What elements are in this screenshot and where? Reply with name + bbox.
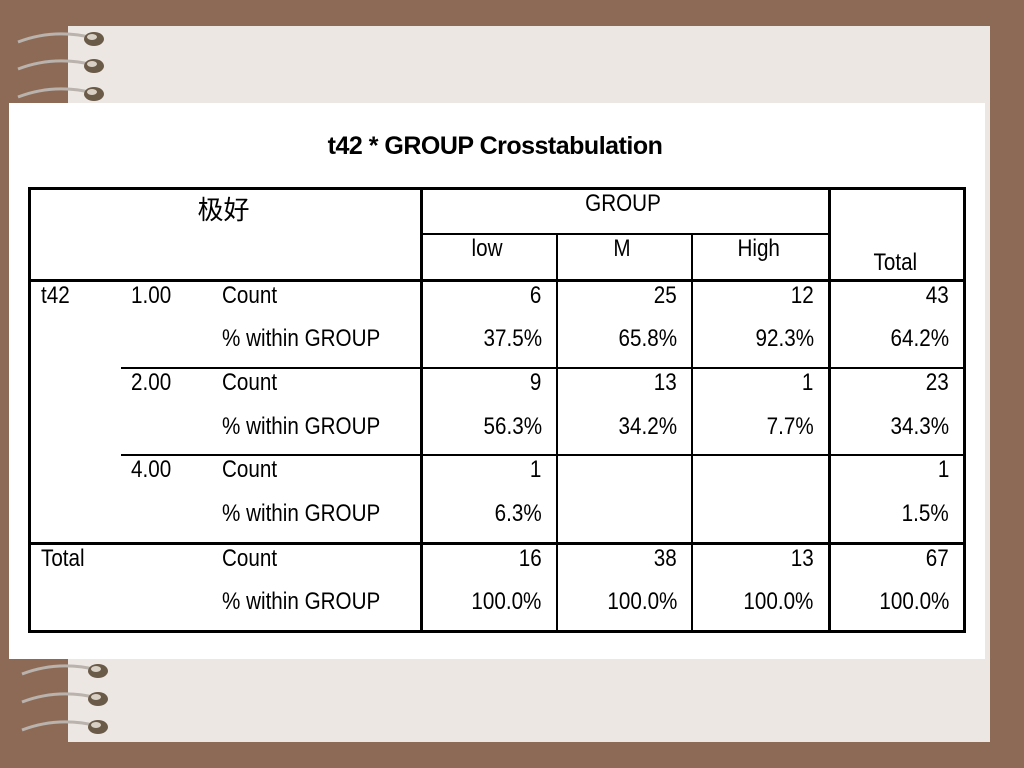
table-row: % within GROUP 37.5% 65.8% 92.3% 64.2% (29, 325, 965, 369)
crosstab-table: 极好 GROUP Total low M High t42 1.00 Count… (28, 187, 966, 633)
table-cell: 12 (691, 280, 830, 326)
table-cell (555, 499, 693, 544)
table-cell: 38 (555, 541, 693, 589)
column-header-m: M (555, 234, 693, 282)
table-cell (555, 455, 693, 500)
stat-label: % within GROUP (222, 499, 381, 527)
stat-label: Count (222, 368, 278, 396)
table-cell: 25 (555, 280, 693, 326)
table-title: t42 * GROUP Crosstabulation (327, 132, 663, 160)
group-header: GROUP (585, 190, 662, 217)
table-cell (691, 499, 830, 544)
stat-label: % within GROUP (222, 588, 381, 616)
table-cell: 13 (691, 541, 830, 589)
stat-label: % within GROUP (212, 325, 422, 369)
stat-label: Count (212, 541, 422, 589)
table-cell: 64.2% (827, 325, 965, 369)
table-row: 4.00 Count 1 1 (30, 455, 965, 500)
binder-ring-icon (17, 32, 104, 46)
table-cell: 92.3% (691, 325, 830, 369)
corner-label: 极好 (197, 196, 250, 226)
total-header: Total (873, 248, 917, 276)
table-cell: 100.0% (555, 588, 693, 632)
table-cell: 65.8% (555, 325, 693, 369)
table-cell: 16 (420, 541, 557, 589)
column-header-high: High (691, 234, 830, 282)
table-cell: 100.0% (691, 588, 830, 632)
table-row: % within GROUP 6.3% 1.5% (30, 499, 965, 544)
table-cell: 6.3% (420, 499, 557, 544)
table-cell (691, 455, 830, 500)
stat-label: Count (222, 281, 278, 309)
table-cell: 1 (827, 455, 965, 500)
table-row: t42 1.00 Count 6 25 12 43 (30, 280, 965, 369)
table-row: % within GROUP 56.3% 34.2% 7.7% 34.3% (30, 412, 965, 457)
row-level-cell: 2.00 (120, 367, 213, 457)
total-row-label-cell: Total (29, 541, 213, 632)
table-cell: 43 (827, 280, 965, 326)
table-cell: 100.0% (827, 588, 965, 632)
table-cell: 37.5% (420, 325, 557, 369)
table-cell: 34.2% (555, 412, 693, 457)
row-level-cell: 1.00 (120, 280, 213, 369)
stat-label: Count (222, 456, 278, 484)
total-header-cell: Total (827, 188, 965, 282)
stat-label: % within GROUP (212, 412, 422, 457)
table-cell: 34.3% (827, 412, 965, 457)
table-row: 2.00 Count 9 13 1 23 (30, 367, 965, 457)
table-row: Total Count 16 38 13 67 (29, 541, 965, 632)
corner-label-cell: 极好 (29, 188, 422, 282)
group-header-cell: GROUP (420, 188, 830, 236)
table-row: % within GROUP 100.0% 100.0% 100.0% 100.… (30, 588, 965, 632)
binder-ring-icon (21, 692, 108, 706)
table-cell: 56.3% (420, 412, 557, 457)
table-cell: 9 (420, 367, 557, 413)
table-cell: 67 (827, 541, 965, 589)
table-cell: 6 (420, 280, 557, 326)
table-cell: 1 (420, 455, 557, 500)
table-cell: 1.5% (827, 499, 965, 544)
binder-ring-icon (17, 59, 104, 73)
table-cell: 100.0% (420, 588, 557, 632)
table-cell: 7.7% (691, 412, 830, 457)
row-level-cell: 4.00 (130, 456, 171, 484)
binder-ring-icon (17, 87, 104, 101)
row-var-cell: t42 (41, 281, 70, 309)
table-cell: 13 (555, 367, 693, 413)
binder-ring-icon (21, 720, 108, 734)
column-header-low: low (420, 234, 557, 282)
binder-ring-icon (21, 664, 108, 678)
table-cell: 23 (827, 367, 965, 413)
table-cell: 1 (691, 367, 830, 413)
